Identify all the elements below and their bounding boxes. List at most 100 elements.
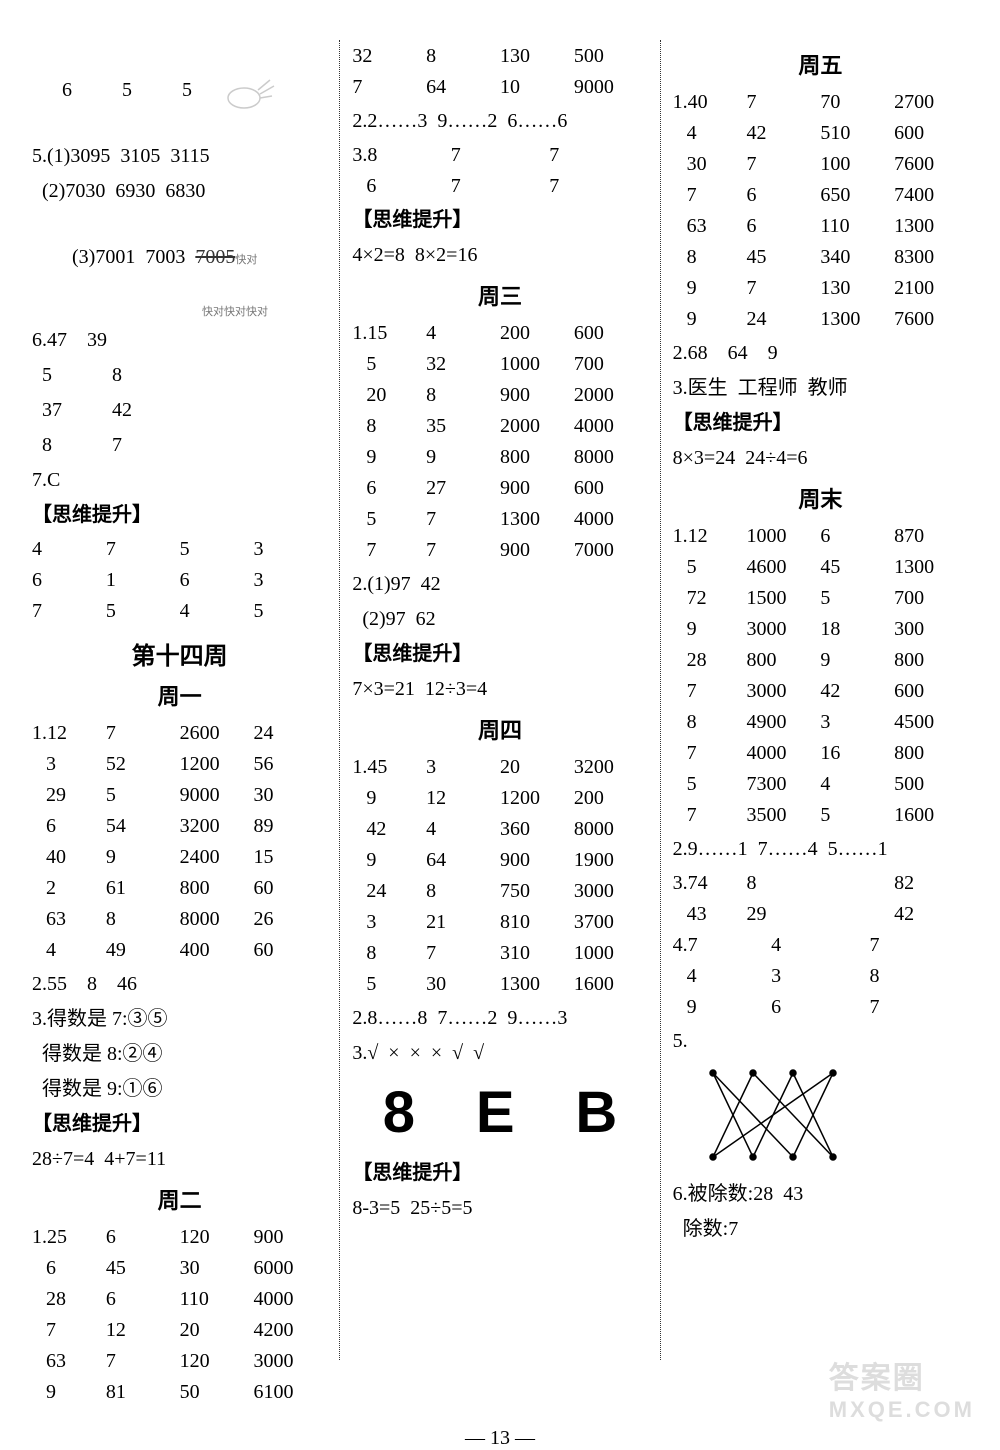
- data-row: 654320089: [32, 812, 327, 841]
- data-row: 998008000: [352, 443, 647, 472]
- data-row: 53013001600: [352, 970, 647, 999]
- q7: 7.C: [32, 465, 327, 496]
- c2-q3b: 677: [352, 172, 647, 201]
- d4-q2: 2.8……8 7……2 9……3: [352, 1003, 647, 1034]
- q6-r3: 87: [32, 430, 327, 461]
- day4-title: 周四: [352, 713, 647, 745]
- day5-title: 周五: [673, 48, 968, 80]
- c2-think: 【思维提升】: [352, 205, 647, 236]
- data-row: 779007000: [352, 536, 647, 565]
- data-row: 981506100: [32, 1378, 327, 1407]
- data-row: 1.256120900: [32, 1223, 327, 1252]
- data-row: 409240015: [32, 843, 327, 872]
- data-row: 6371203000: [32, 1347, 327, 1376]
- week-title: 第十四周: [32, 636, 327, 671]
- data-row: 44940060: [32, 936, 327, 965]
- q6-r1: 58: [32, 360, 327, 391]
- data-row: 438: [673, 962, 968, 991]
- data-row: 7300042600: [673, 677, 968, 706]
- d5-q3: 3.医生 工程师 教师: [673, 373, 968, 404]
- data-row: 6361101300: [673, 212, 968, 241]
- think-label: 【思维提升】: [32, 500, 327, 531]
- d1-q2: 2.55 8 46: [32, 969, 327, 1000]
- d1-q3c: 得数是 9:①⑥: [32, 1074, 327, 1105]
- q6-head: 6.47 39: [32, 325, 327, 356]
- data-row: 7400016800: [673, 739, 968, 768]
- data-row: 5713004000: [352, 505, 647, 534]
- we-q3a: 3.74882: [673, 869, 968, 898]
- d5-think-line: 8×3=24 24÷4=6: [673, 443, 968, 474]
- d4-q3: 3.√ × × × √ √: [352, 1038, 647, 1069]
- data-row: 288009800: [673, 646, 968, 675]
- data-row: 8453408300: [673, 243, 968, 272]
- we-q2: 2.9……1 7……4 5……1: [673, 834, 968, 865]
- c2-q2: 2.2……3 9……2 6……6: [352, 106, 647, 137]
- q5-1: 5.(1)3095 3105 3115: [32, 141, 327, 172]
- cross-diagram: [703, 1065, 863, 1165]
- data-row: 2861104000: [32, 1285, 327, 1314]
- q5-2: (2)7030 6930 6830: [32, 176, 327, 207]
- data-row: 6163: [32, 566, 327, 595]
- data-row: 328130500: [352, 42, 647, 71]
- q6-r2: 3742: [32, 395, 327, 426]
- data-row: 2487503000: [352, 877, 647, 906]
- weekend-title: 周末: [673, 482, 968, 514]
- watermark: 答案圈 MXQE.COM: [829, 1353, 975, 1423]
- data-row: 442510600: [673, 119, 968, 148]
- data-row: 26180060: [32, 874, 327, 903]
- data-row: 9300018300: [673, 615, 968, 644]
- d4-think-line: 8-3=5 25÷5=5: [352, 1193, 647, 1224]
- data-row: 766507400: [673, 181, 968, 210]
- data-row: 4.747: [673, 931, 968, 960]
- d1-q3b: 得数是 8:②④: [32, 1039, 327, 1070]
- carrot-icon: [220, 68, 280, 118]
- data-row: 2089002000: [352, 381, 647, 410]
- data-row: 83520004000: [352, 412, 647, 441]
- data-row: 7350051600: [673, 801, 968, 830]
- d3-think: 【思维提升】: [352, 639, 647, 670]
- q5-tiny: 快对快对快对: [202, 304, 327, 321]
- data-row: 54600451300: [673, 553, 968, 582]
- data-row: 712204200: [32, 1316, 327, 1345]
- page-footer: — 13 —: [0, 1427, 1000, 1450]
- data-row: 4243608000: [352, 815, 647, 844]
- data-row: 5321000700: [352, 350, 647, 379]
- data-row: 92413007600: [673, 305, 968, 334]
- data-row: 9121200200: [352, 784, 647, 813]
- data-row: 3071007600: [673, 150, 968, 179]
- data-row: 9649001900: [352, 846, 647, 875]
- data-row: 1.154200600: [352, 319, 647, 348]
- column-3: 周五 1.40770270044251060030710076007665074…: [661, 40, 980, 1409]
- d1-think: 【思维提升】: [32, 1109, 327, 1140]
- d3-q2b: (2)97 62: [352, 604, 647, 635]
- data-row: 7215005700: [673, 584, 968, 613]
- data-row: 352120056: [32, 750, 327, 779]
- d4-think: 【思维提升】: [352, 1158, 647, 1189]
- data-row: 1.407702700: [673, 88, 968, 117]
- c2-q3a: 3.877: [352, 141, 647, 170]
- data-row: 971302100: [673, 274, 968, 303]
- data-row: 3218103700: [352, 908, 647, 937]
- data-row: 967: [673, 993, 968, 1022]
- data-row: 8490034500: [673, 708, 968, 737]
- data-row: 1.453203200: [352, 753, 647, 782]
- data-row: 295900030: [32, 781, 327, 810]
- q5-3: (3)7001 7003 7005快对: [32, 211, 327, 304]
- big-letters: 8 E B: [352, 1079, 647, 1146]
- we-q6b: 除数:7: [673, 1214, 968, 1245]
- data-row: 573004500: [673, 770, 968, 799]
- c2-think-line: 4×2=8 8×2=16: [352, 240, 647, 271]
- d3-think-line: 7×3=21 12÷3=4: [352, 674, 647, 705]
- d1-q3a: 3.得数是 7:③⑤: [32, 1004, 327, 1035]
- column-2: 328130500764109000 2.2……3 9……2 6……6 3.87…: [340, 40, 659, 1409]
- data-row: 645306000: [32, 1254, 327, 1283]
- day1-title: 周一: [32, 679, 327, 711]
- we-q3b: 432942: [673, 900, 968, 929]
- day2-title: 周二: [32, 1183, 327, 1215]
- data-row: 764109000: [352, 73, 647, 102]
- data-row: 1.1210006870: [673, 522, 968, 551]
- data-row: 4753: [32, 535, 327, 564]
- we-q5-label: 5.: [673, 1026, 968, 1057]
- data-row: 7545: [32, 597, 327, 626]
- d1-think-line: 28÷7=4 4+7=11: [32, 1144, 327, 1175]
